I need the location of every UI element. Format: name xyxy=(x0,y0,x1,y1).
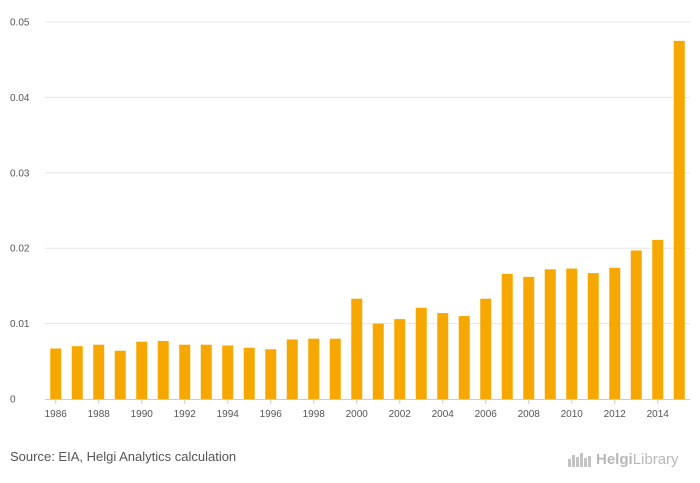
bar-1986 xyxy=(50,348,62,399)
bar-1992 xyxy=(179,344,191,399)
bar-2012 xyxy=(609,267,621,399)
x-tick-label: 1986 xyxy=(45,409,68,420)
bar-1998 xyxy=(308,338,320,399)
bar-1994 xyxy=(222,345,234,399)
bar-1993 xyxy=(200,344,212,399)
bar-2001 xyxy=(372,323,384,399)
bar-1990 xyxy=(136,341,148,399)
bar-2008 xyxy=(523,276,535,399)
bar-2005 xyxy=(458,316,470,399)
x-tick-label: 2008 xyxy=(518,409,541,420)
logo-suffix-text: Library xyxy=(632,450,679,468)
bar-1995 xyxy=(243,347,255,399)
y-tick-label: 0.05 xyxy=(10,18,30,29)
bar-2003 xyxy=(415,307,427,399)
x-tick-label: 2000 xyxy=(346,409,369,420)
y-tick-label: 0.04 xyxy=(10,93,30,104)
bar-1988 xyxy=(93,344,105,399)
x-tick-label: 2010 xyxy=(561,409,584,420)
bar-1996 xyxy=(265,349,277,399)
x-tick-label: 2006 xyxy=(475,409,498,420)
bar-2011 xyxy=(587,273,599,399)
bar-1997 xyxy=(286,339,298,399)
bar-2009 xyxy=(544,269,556,399)
y-axis-tick-labels: 0 0.01 0.02 0.03 0.04 0.05 xyxy=(10,18,30,406)
y-tick-label: 0 xyxy=(10,395,16,406)
bar-1987 xyxy=(71,346,83,399)
bar-2000 xyxy=(351,298,363,399)
bar-2010 xyxy=(566,268,578,399)
city-skyline-icon xyxy=(568,453,591,467)
bar-2013 xyxy=(630,250,642,399)
y-tick-label: 0.01 xyxy=(10,319,30,330)
x-tick-label: 2002 xyxy=(389,409,412,420)
bar-2006 xyxy=(480,298,492,399)
bar-2014 xyxy=(652,239,664,399)
bar-1991 xyxy=(157,340,169,399)
y-tick-label: 0.03 xyxy=(10,168,30,179)
x-tick-label: 2012 xyxy=(604,409,627,420)
helgi-library-logo: Helgi Library xyxy=(567,449,679,469)
source-note: Source: EIA, Helgi Analytics calculation xyxy=(10,449,237,464)
bar-2007 xyxy=(501,273,513,399)
x-tick-label: 1994 xyxy=(217,409,240,420)
bar-2002 xyxy=(394,319,406,399)
bar-1999 xyxy=(329,338,341,399)
x-tick-label: 1992 xyxy=(174,409,197,420)
x-tick-label: 2014 xyxy=(647,409,670,420)
x-tick-label: 1996 xyxy=(260,409,283,420)
bar-chart: 00.010.020.030.040.05 1986 1988 1990 1992 19… xyxy=(10,18,690,420)
gridlines xyxy=(45,21,690,325)
x-axis-tick-labels: 1986 1988 1990 1992 1994 1996 1998 2000 2002 2004… xyxy=(45,399,670,420)
bar-2004 xyxy=(437,313,449,399)
x-tick-label: 2004 xyxy=(432,409,455,420)
bar-1989 xyxy=(114,350,126,399)
y-tick-label: 0.02 xyxy=(10,244,30,255)
x-tick-label: 1990 xyxy=(131,409,154,420)
bar-series xyxy=(50,40,685,399)
x-tick-label: 1998 xyxy=(303,409,326,420)
x-tick-label: 1988 xyxy=(88,409,111,420)
bar-2015 xyxy=(673,40,685,399)
logo-brand-text: Helgi xyxy=(596,450,633,468)
